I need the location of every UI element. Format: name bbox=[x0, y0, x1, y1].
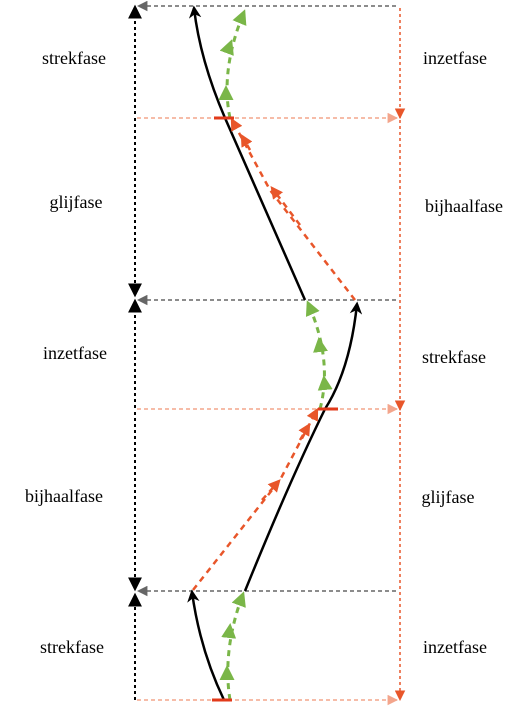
right-phase-labels: inzetfase bijhaalfase strekfase glijfase… bbox=[422, 48, 503, 657]
red-markers bbox=[212, 116, 338, 702]
green-arrow-mark-2 bbox=[219, 39, 234, 56]
left-phase-label: strekfase bbox=[42, 48, 106, 68]
green-arrow-mark-6 bbox=[221, 623, 237, 639]
left-phase-label: strekfase bbox=[40, 637, 104, 657]
left-phase-label: glijfase bbox=[50, 192, 103, 212]
orange-guides bbox=[137, 112, 399, 706]
left-phase-label: bijhaalfase bbox=[25, 486, 103, 506]
right-phase-label: inzetfase bbox=[423, 48, 487, 68]
orange-arrow-mark-2 bbox=[240, 133, 253, 151]
green-arrow-mark-4 bbox=[313, 337, 328, 353]
green-curve-top bbox=[225, 9, 247, 119]
black-curve-top bbox=[188, 5, 307, 301]
green-path bbox=[218, 9, 333, 701]
right-phase-label: bijhaalfase bbox=[425, 196, 503, 216]
black-curve-bottom bbox=[187, 589, 226, 701]
grey-guides bbox=[136, 0, 396, 597]
left-phase-labels: strekfase glijfase inzetfase bijhaalfase… bbox=[25, 48, 107, 657]
orange-path bbox=[192, 117, 356, 591]
right-phase-label: glijfase bbox=[422, 487, 475, 507]
black-curve-middle bbox=[243, 301, 363, 592]
right-phase-label: inzetfase bbox=[423, 637, 487, 657]
green-curve-middle bbox=[305, 300, 326, 410]
green-arrow-mark-3 bbox=[317, 375, 333, 391]
left-phase-label: inzetfase bbox=[43, 343, 107, 363]
orange-curve-bottom bbox=[192, 407, 319, 591]
orange-arrow-mark-3 bbox=[261, 479, 281, 501]
orange-arrow-mark-4 bbox=[298, 422, 311, 441]
orange-arrow-mark-1 bbox=[270, 186, 301, 226]
black-path bbox=[187, 5, 363, 701]
right-phase-label: strekfase bbox=[422, 347, 486, 367]
green-curve-bottom bbox=[226, 591, 246, 701]
